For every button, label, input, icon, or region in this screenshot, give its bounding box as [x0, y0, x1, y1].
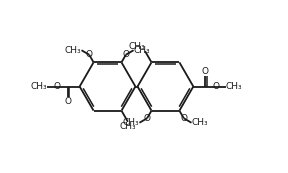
Text: CH₃: CH₃ — [134, 46, 150, 55]
Text: CH₃: CH₃ — [31, 82, 48, 91]
Text: O: O — [122, 50, 129, 59]
Text: O: O — [64, 97, 71, 106]
Text: O: O — [212, 82, 219, 91]
Text: CH₃: CH₃ — [128, 42, 145, 51]
Text: CH₃: CH₃ — [192, 118, 208, 127]
Text: CH₃: CH₃ — [123, 118, 139, 127]
Text: CH₃: CH₃ — [120, 122, 136, 131]
Text: CH₃: CH₃ — [226, 82, 242, 91]
Text: CH₃: CH₃ — [65, 46, 82, 55]
Text: O: O — [180, 114, 187, 123]
Text: O: O — [54, 82, 60, 91]
Text: O: O — [86, 50, 93, 59]
Text: O: O — [144, 114, 151, 123]
Text: O: O — [202, 67, 209, 76]
